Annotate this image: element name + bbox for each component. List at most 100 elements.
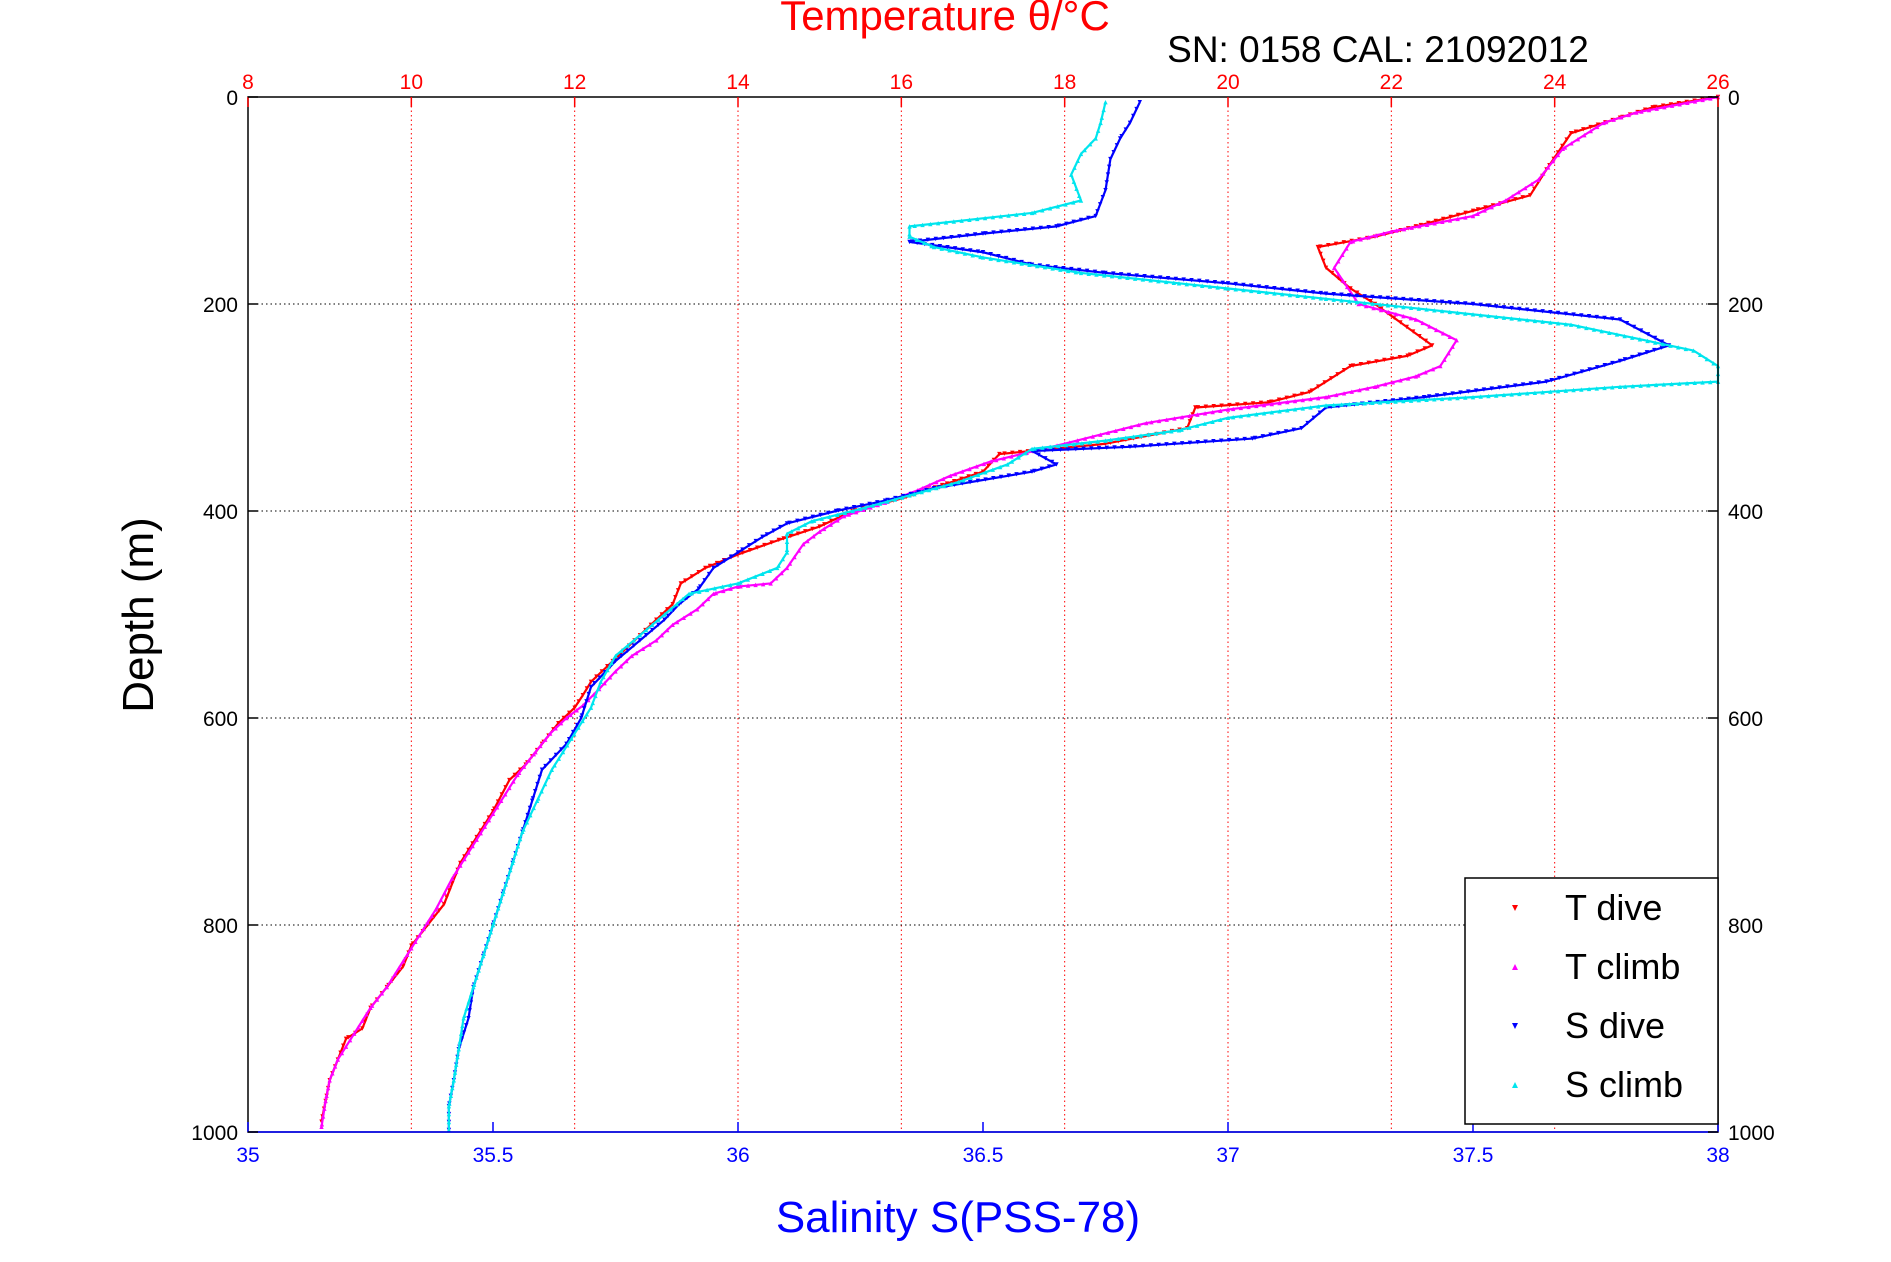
data-point <box>704 587 710 593</box>
data-point <box>1482 208 1487 213</box>
data-point <box>332 1064 338 1069</box>
tick-label-depth-right: 200 <box>1728 294 1763 317</box>
data-point <box>1708 96 1713 101</box>
data-point <box>1318 296 1324 301</box>
data-point <box>1486 393 1491 399</box>
data-point <box>907 234 912 239</box>
data-point <box>421 926 426 932</box>
data-point <box>1321 258 1326 264</box>
data-point <box>1455 310 1460 315</box>
data-point <box>822 522 827 527</box>
data-point <box>1098 432 1103 437</box>
data-point <box>1040 445 1045 450</box>
data-point <box>1372 384 1378 389</box>
data-point <box>1573 129 1579 134</box>
data-point <box>1047 206 1053 211</box>
data-point <box>351 1031 357 1036</box>
data-point <box>1607 330 1612 335</box>
data-point <box>833 508 839 514</box>
data-point <box>1043 456 1048 461</box>
data-point <box>1019 261 1024 266</box>
data-point <box>535 781 540 787</box>
data-point <box>1650 105 1655 110</box>
data-point <box>1184 281 1189 287</box>
data-point <box>1439 396 1445 402</box>
data-point <box>674 601 679 607</box>
data-point <box>1138 433 1144 438</box>
data-point <box>899 495 905 500</box>
data-point <box>947 248 952 253</box>
data-point <box>907 493 912 498</box>
data-point <box>1406 396 1411 401</box>
data-point <box>1455 300 1460 306</box>
data-point <box>464 1023 469 1028</box>
data-point <box>455 1054 460 1060</box>
data-point <box>1323 265 1329 270</box>
data-point <box>1549 377 1554 383</box>
data-point <box>1009 459 1015 464</box>
data-point <box>1046 464 1052 469</box>
data-point <box>1022 470 1027 476</box>
data-point <box>1645 338 1650 344</box>
data-point <box>609 660 614 666</box>
data-point <box>1520 382 1526 387</box>
data-point <box>528 812 533 818</box>
data-point <box>1211 404 1216 409</box>
data-point <box>1046 224 1051 230</box>
data-point <box>1277 400 1282 406</box>
data-point <box>330 1071 335 1076</box>
data-point <box>539 767 545 772</box>
data-point <box>703 565 708 571</box>
data-point <box>507 785 512 791</box>
data-point <box>478 961 484 966</box>
data-point <box>1095 209 1100 214</box>
data-point <box>978 254 983 260</box>
data-point <box>1571 387 1576 393</box>
data-point <box>1576 324 1581 329</box>
data-point <box>1071 179 1077 184</box>
data-point <box>1440 331 1446 336</box>
data-point <box>436 908 442 913</box>
data-point <box>1386 309 1391 315</box>
data-point <box>574 708 579 713</box>
data-point <box>1331 291 1336 297</box>
data-point <box>998 214 1003 219</box>
data-point <box>466 850 471 855</box>
data-point <box>1220 280 1225 286</box>
data-point <box>1374 359 1379 364</box>
tick-label-depth-left: 400 <box>203 501 238 524</box>
legend-label: T climb <box>1565 946 1680 987</box>
tick-label-temperature: 8 <box>242 71 254 94</box>
data-point <box>1496 201 1501 207</box>
data-point <box>1048 444 1053 450</box>
data-point <box>1272 286 1277 291</box>
data-point <box>531 805 536 811</box>
data-point <box>746 543 752 548</box>
data-point <box>579 713 585 718</box>
data-point <box>498 898 503 904</box>
data-point <box>1520 195 1525 200</box>
data-point <box>1586 386 1592 392</box>
data-point <box>1279 286 1285 292</box>
data-point <box>1121 426 1126 432</box>
data-point <box>1572 371 1577 376</box>
data-point <box>680 596 686 602</box>
data-point <box>948 473 953 479</box>
data-point <box>582 706 587 711</box>
data-point <box>1378 307 1384 313</box>
data-point <box>1078 151 1084 157</box>
data-point <box>817 529 822 534</box>
data-point <box>574 722 580 728</box>
data-point <box>1006 213 1011 218</box>
data-point <box>1375 383 1380 389</box>
data-point <box>1438 363 1443 369</box>
data-point <box>973 471 978 477</box>
data-point <box>810 526 815 532</box>
data-point <box>447 1101 452 1106</box>
data-point <box>1541 171 1546 176</box>
data-point <box>745 577 750 582</box>
data-point <box>1362 294 1367 299</box>
data-point <box>1103 187 1108 193</box>
data-point <box>1432 299 1437 304</box>
data-point <box>1095 439 1100 444</box>
